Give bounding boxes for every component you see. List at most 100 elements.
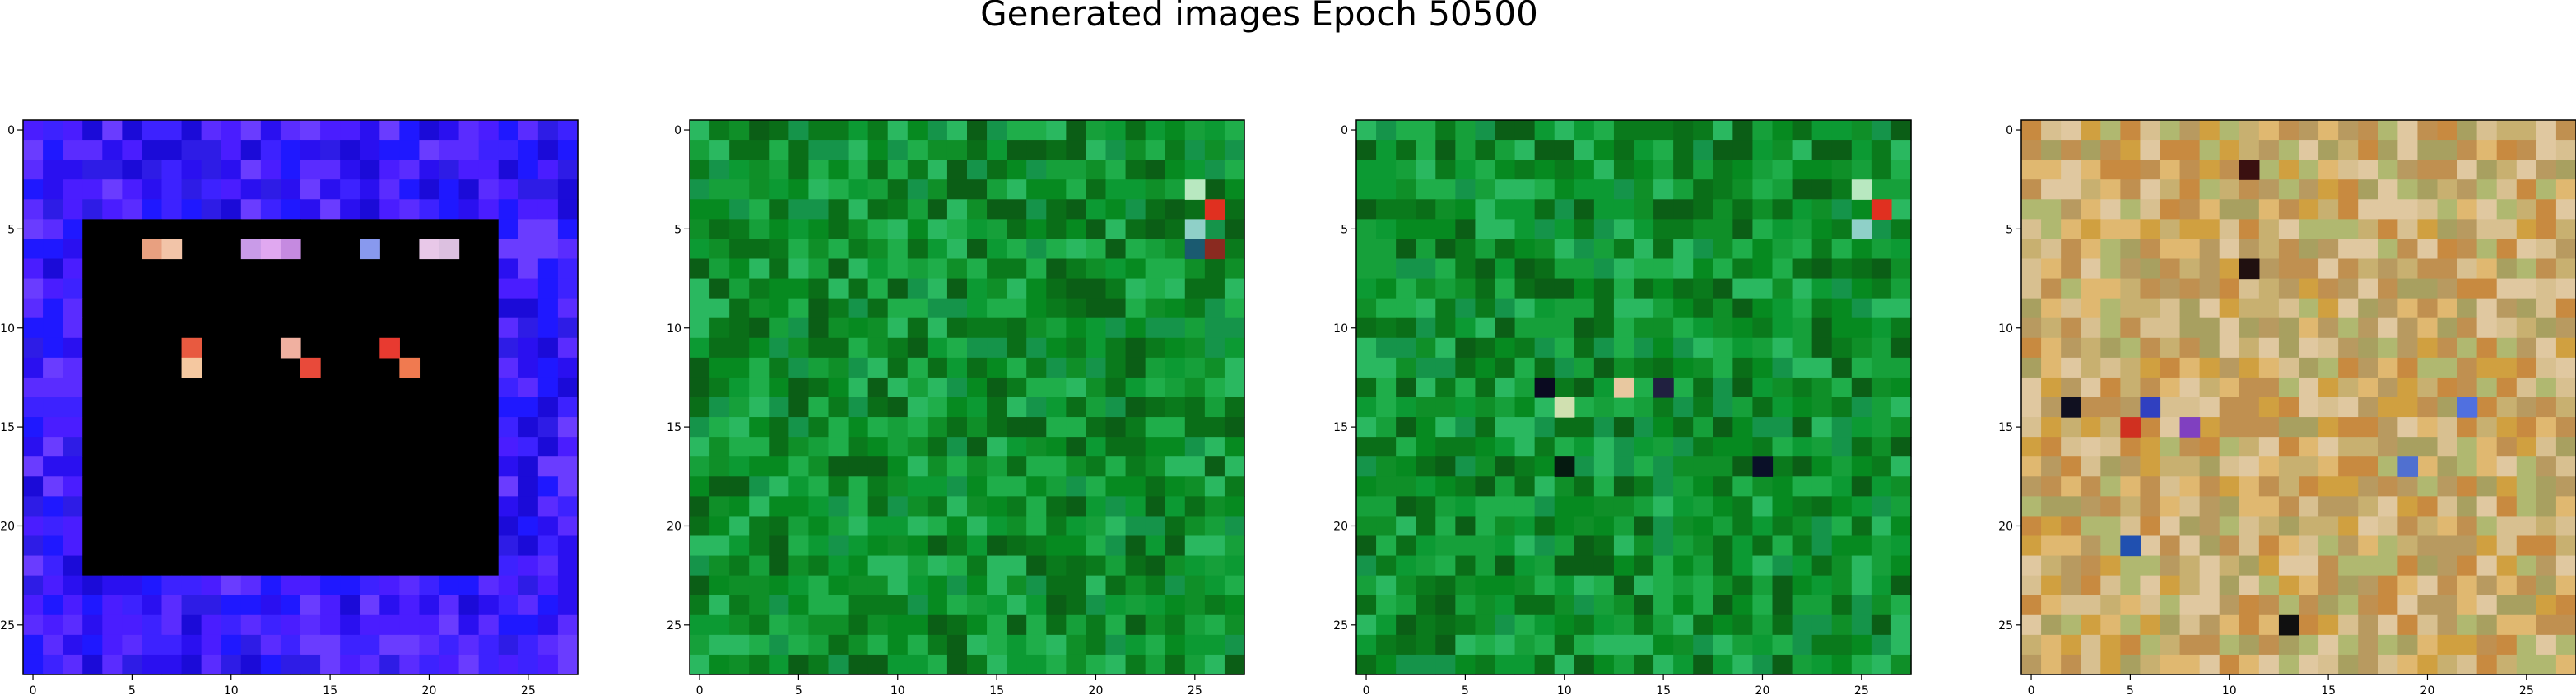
x-tick-label: 10 [1557, 684, 1572, 695]
x-tick-label: 20 [422, 684, 437, 695]
x-tick-label: 5 [1462, 684, 1469, 695]
axes-frame [2020, 119, 2576, 675]
highlight-pixel [280, 239, 301, 260]
highlight-pixel [1184, 219, 1206, 240]
x-tick-label: 5 [2127, 684, 2134, 695]
x-tick-label: 25 [521, 684, 536, 695]
x-tick-label: 25 [2519, 684, 2534, 695]
highlight-pixel [2120, 535, 2141, 557]
y-tick-label: 10 [667, 322, 681, 336]
y-tick-label: 20 [1998, 520, 2013, 533]
highlight-pixel [1534, 377, 1555, 398]
highlight-pixel [399, 357, 421, 378]
x-tick-label: 20 [2420, 684, 2435, 695]
x-tick-label: 20 [1089, 684, 1104, 695]
highlight-pixel [161, 239, 183, 260]
y-tick-label: 10 [1333, 322, 1348, 336]
y-tick-label: 15 [667, 421, 681, 434]
x-tick-label: 10 [2222, 684, 2237, 695]
highlight-pixel [240, 239, 262, 260]
highlight-pixel [280, 337, 301, 359]
highlight-pixel [2239, 258, 2260, 280]
figure-title: Generated images Epoch 50500 [980, 0, 1538, 34]
x-tick-label: 10 [890, 684, 905, 695]
y-tick-label: 5 [2006, 223, 2013, 236]
highlight-pixel [1204, 239, 1225, 260]
highlight-pixel [260, 239, 281, 260]
highlight-pixel [1184, 179, 1206, 200]
y-tick-label: 25 [0, 619, 15, 632]
y-tick-label: 10 [0, 322, 15, 336]
x-tick-label: 5 [795, 684, 802, 695]
highlight-pixel [1851, 179, 1872, 200]
y-tick-label: 0 [7, 124, 15, 137]
highlight-pixel [2239, 160, 2260, 180]
x-tick-label: 0 [696, 684, 704, 695]
subplot-2: 0 5 10 15 20 25 0 5 10 15 20 25 [667, 119, 1245, 695]
highlight-pixel [2120, 417, 2141, 438]
highlight-pixel [1204, 199, 1225, 220]
subplot-4: 0 5 10 15 20 25 0 5 10 15 20 25 [1998, 119, 2576, 695]
y-tick-label: 20 [1333, 520, 1348, 533]
image-cells [2021, 120, 2576, 675]
highlight-pixel [181, 357, 202, 378]
highlight-pixel [2140, 397, 2161, 418]
highlight-pixel [419, 239, 440, 260]
highlight-pixel [300, 357, 321, 378]
highlight-pixel [2397, 456, 2419, 477]
image-cells [1356, 120, 1912, 675]
x-tick-label: 0 [30, 684, 37, 695]
x-tick-label: 20 [1755, 684, 1770, 695]
y-tick-label: 25 [1333, 619, 1348, 632]
y-tick-label: 15 [1333, 421, 1348, 434]
y-tick-label: 20 [0, 520, 15, 533]
x-tick-label: 10 [224, 684, 239, 695]
highlight-pixel [2061, 397, 2081, 418]
axes-frame [689, 119, 1245, 675]
highlight-pixel [1752, 456, 1774, 477]
y-tick-label: 5 [674, 223, 681, 236]
y-tick-label: 0 [674, 124, 681, 137]
y-tick-label: 25 [1998, 619, 2013, 632]
y-tick-label: 5 [1341, 223, 1348, 236]
highlight-pixel [142, 239, 163, 260]
highlight-pixel [379, 337, 400, 359]
highlight-pixel [1613, 377, 1634, 398]
y-tick-label: 15 [0, 421, 15, 434]
highlight-pixel [2179, 417, 2201, 438]
highlight-pixel [1184, 239, 1206, 260]
subplot-3: 0 5 10 15 20 25 0 5 10 15 20 25 [1333, 119, 1912, 695]
x-tick-label: 0 [1363, 684, 1370, 695]
y-tick-label: 10 [1998, 322, 2013, 336]
highlight-pixel [439, 239, 460, 260]
highlight-pixel [1653, 377, 1674, 398]
subplot-1: 0 5 10 15 20 25 0 5 10 15 20 25 [0, 119, 579, 695]
y-tick-label: 5 [7, 223, 15, 236]
x-tick-label: 15 [2321, 684, 2336, 695]
highlight-pixel [1554, 397, 1575, 418]
axes-frame [22, 119, 579, 675]
highlight-pixel [1554, 456, 1575, 477]
x-tick-label: 5 [128, 684, 136, 695]
image-cells [23, 120, 579, 675]
y-tick-label: 0 [1341, 124, 1348, 137]
image-cells [690, 120, 1245, 675]
highlight-pixel [1871, 199, 1892, 220]
highlight-pixel [360, 239, 380, 260]
x-tick-label: 15 [323, 684, 337, 695]
y-tick-label: 25 [667, 619, 681, 632]
x-tick-label: 15 [1656, 684, 1671, 695]
y-tick-label: 15 [1998, 421, 2013, 434]
highlight-pixel [1851, 219, 1872, 240]
y-tick-label: 0 [2006, 124, 2013, 137]
x-tick-label: 15 [989, 684, 1004, 695]
axes-frame [1355, 119, 1912, 675]
x-tick-label: 25 [1188, 684, 1202, 695]
highlight-pixel [2457, 397, 2478, 418]
highlight-pixel [181, 337, 202, 359]
x-tick-label: 0 [2028, 684, 2035, 695]
y-tick-label: 20 [667, 520, 681, 533]
highlight-pixel [2278, 614, 2299, 636]
x-tick-label: 25 [1854, 684, 1869, 695]
